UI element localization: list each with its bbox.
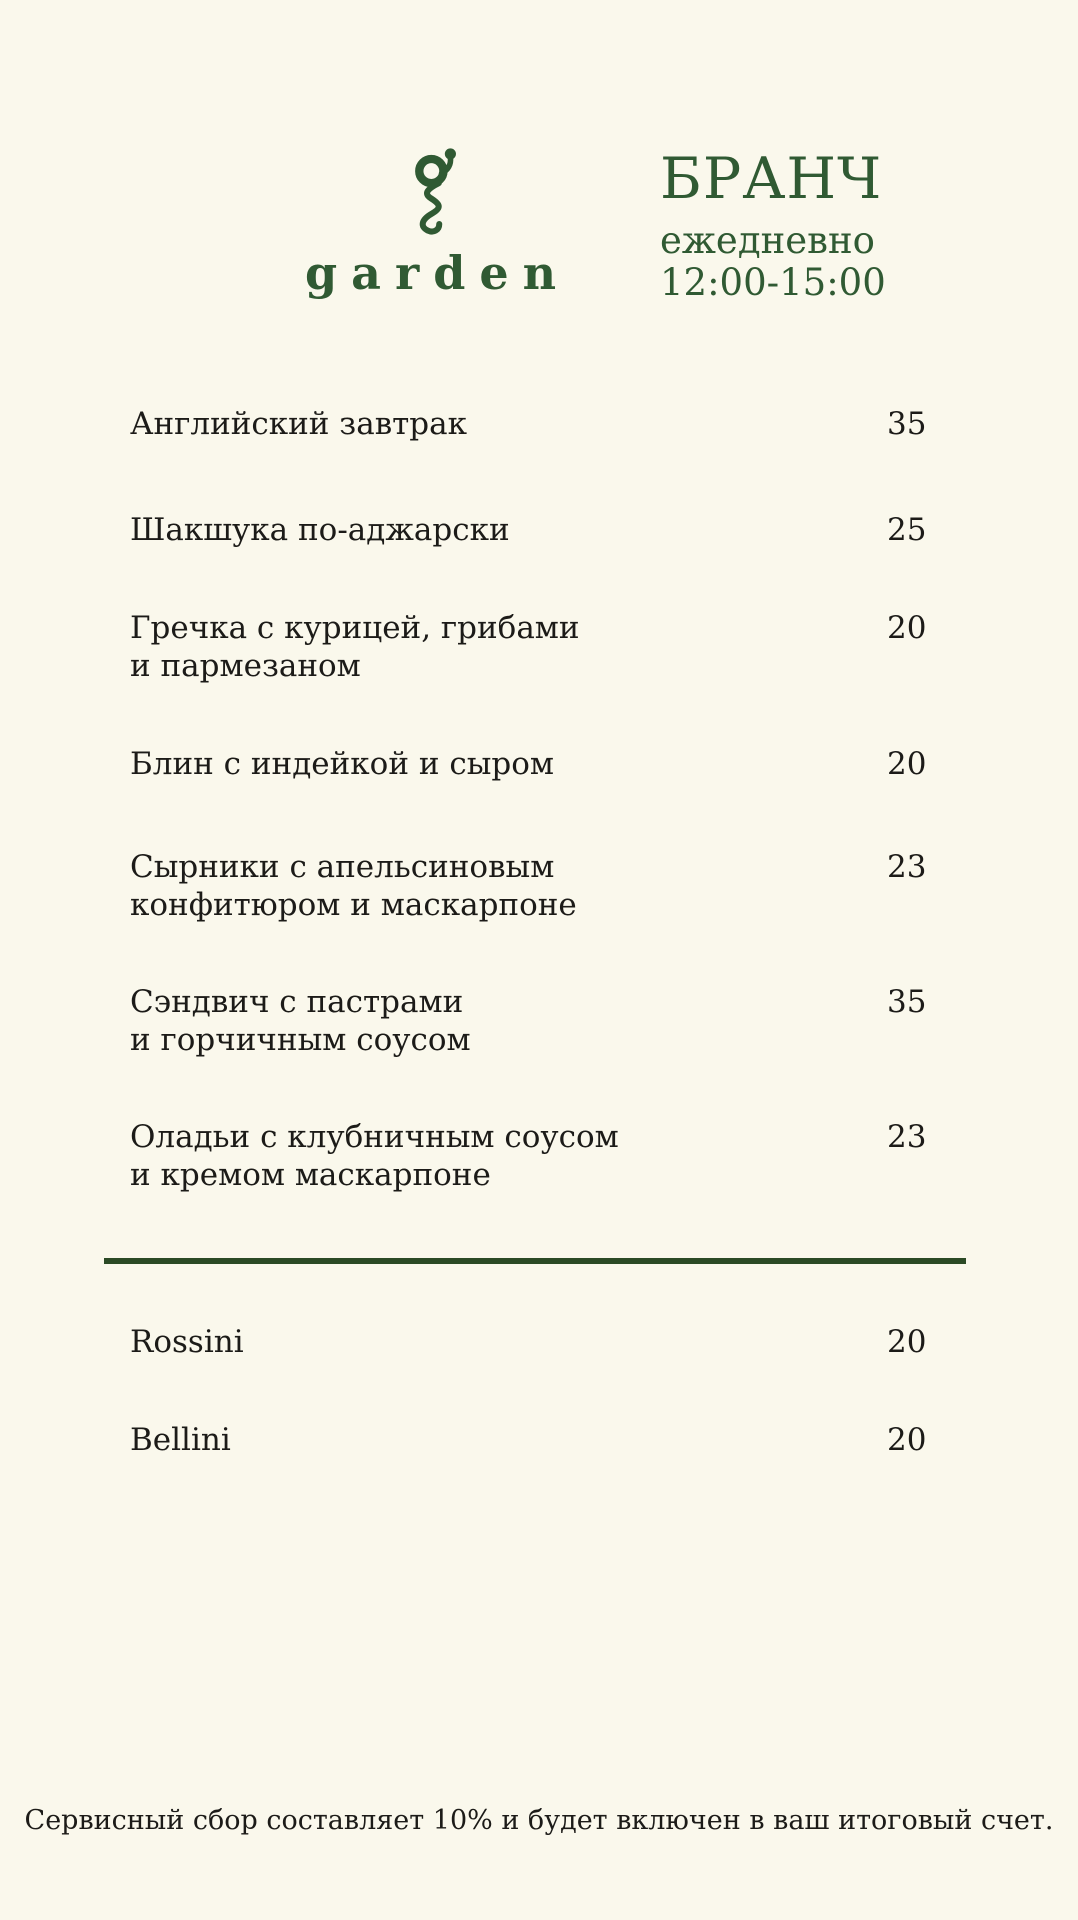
menu-item-price: 25 [887, 512, 927, 548]
garden-g-vine-icon [415, 148, 456, 235]
section-divider [104, 1258, 966, 1264]
menu-title: БРАНЧ [660, 146, 883, 212]
menu-item-price: 23 [887, 849, 927, 885]
menu-schedule: ежедневно [660, 218, 875, 262]
menu-item-price: 20 [887, 610, 927, 646]
brand-name: garden [305, 246, 571, 300]
menu-item-name: Сэндвич с пастрами и горчичным соусом [130, 984, 471, 1058]
menu-item-name: Оладьи с клубничным соусом и кремом маск… [130, 1119, 619, 1193]
menu-item-name: Сырники с апельсиновым конфитюром и маск… [130, 849, 577, 923]
drink-item-price: 20 [887, 1422, 927, 1458]
brand-logo [408, 146, 464, 254]
menu-item-price: 23 [887, 1119, 927, 1155]
menu-item-name: Шакшука по-аджарски [130, 512, 510, 548]
drink-item-price: 20 [887, 1324, 927, 1360]
menu-item-name: Блин с индейкой и сыром [130, 746, 555, 782]
service-fee-note: Сервисный сбор составляет 10% и будет вк… [24, 1805, 1054, 1836]
drink-item-name: Rossini [130, 1324, 244, 1360]
menu-item-price: 35 [887, 406, 927, 442]
header-title-block: БРАНЧ ежедневно 12:00-15:00 [660, 146, 886, 305]
menu-hours: 12:00-15:00 [660, 261, 886, 305]
menu-item-price: 20 [887, 746, 927, 782]
drink-item-name: Bellini [130, 1422, 231, 1458]
menu-item-price: 35 [887, 984, 927, 1020]
menu-item-name: Английский завтрак [130, 406, 468, 442]
menu-item-name: Гречка с курицей, грибами и пармезаном [130, 610, 580, 684]
